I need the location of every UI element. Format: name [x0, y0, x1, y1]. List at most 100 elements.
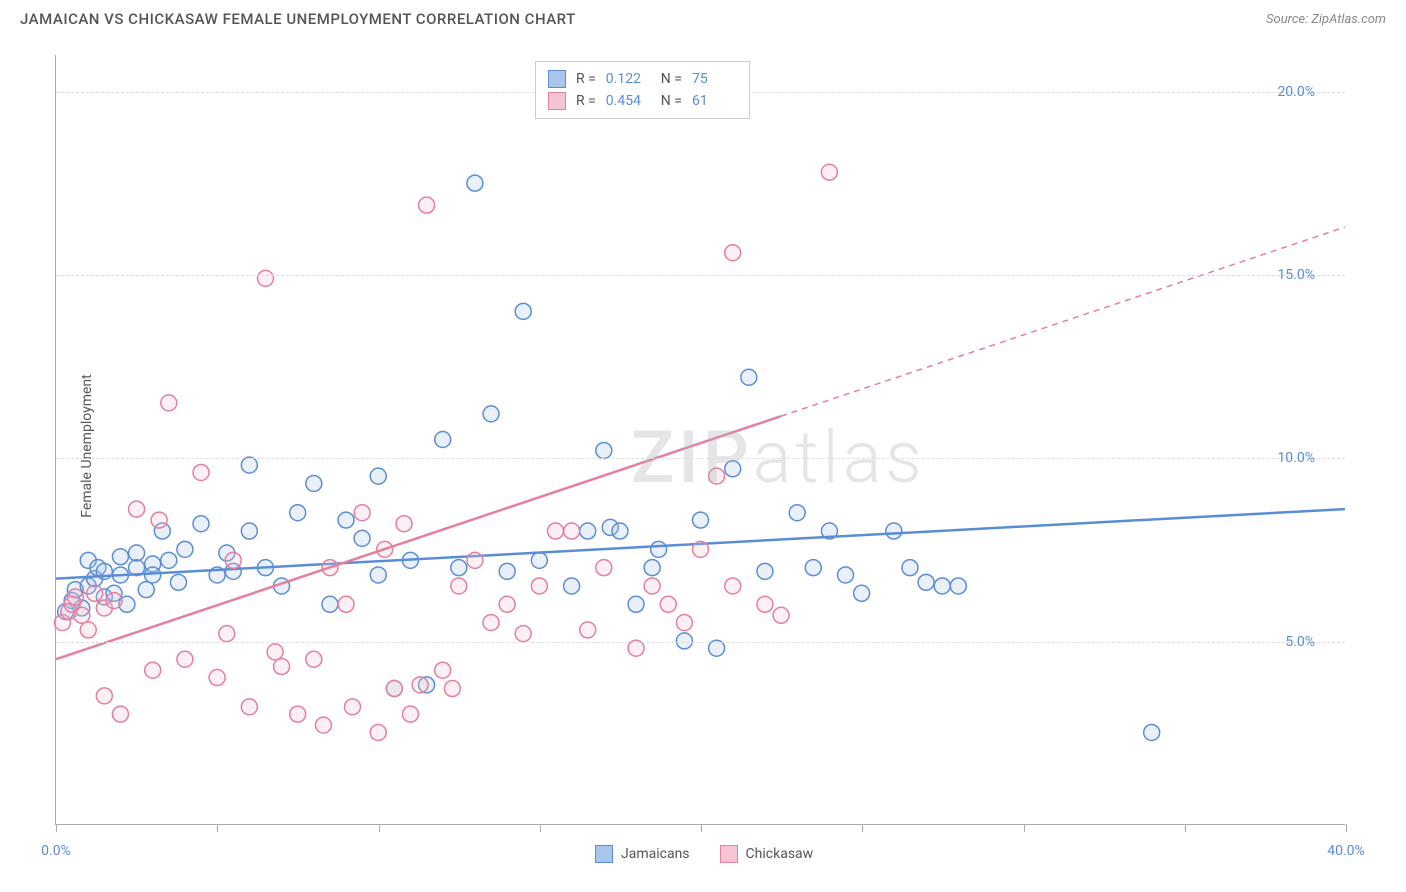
- data-point: [87, 585, 103, 601]
- stat-r-label: R =: [576, 71, 596, 87]
- data-point: [112, 549, 128, 565]
- data-point: [74, 607, 90, 623]
- stat-n-label: N =: [661, 93, 682, 109]
- x-tick: [701, 824, 702, 832]
- x-tick-label: 40.0%: [1327, 843, 1365, 859]
- data-point: [396, 516, 412, 532]
- data-point: [161, 552, 177, 568]
- data-point: [129, 545, 145, 561]
- gridline: [56, 642, 1345, 643]
- data-point: [651, 541, 667, 557]
- data-point: [564, 578, 580, 594]
- x-tick-label: 0.0%: [41, 843, 71, 859]
- data-point: [193, 464, 209, 480]
- stats-row: R =0.454N =61: [548, 90, 737, 112]
- chart-title: JAMAICAN VS CHICKASAW FEMALE UNEMPLOYMEN…: [20, 10, 576, 28]
- data-point: [644, 578, 660, 594]
- data-point: [112, 706, 128, 722]
- data-point: [274, 659, 290, 675]
- stat-r-label: R =: [576, 93, 596, 109]
- data-point: [177, 651, 193, 667]
- data-point: [531, 578, 547, 594]
- data-point: [580, 523, 596, 539]
- data-point: [580, 622, 596, 638]
- data-point: [934, 578, 950, 594]
- data-point: [725, 578, 741, 594]
- data-point: [757, 596, 773, 612]
- x-tick: [1185, 824, 1186, 832]
- data-point: [467, 552, 483, 568]
- data-point: [267, 644, 283, 660]
- data-point: [644, 560, 660, 576]
- data-point: [789, 505, 805, 521]
- stat-n-value: 75: [692, 71, 737, 87]
- y-tick-label: 5.0%: [1285, 634, 1315, 650]
- data-point: [693, 512, 709, 528]
- data-point: [370, 468, 386, 484]
- data-point: [483, 615, 499, 631]
- data-point: [306, 651, 322, 667]
- legend-item: Chickasaw: [720, 845, 814, 863]
- stat-r-value: 0.454: [606, 93, 651, 109]
- stat-n-label: N =: [661, 71, 682, 87]
- trend-line-dashed: [781, 227, 1345, 416]
- x-tick: [56, 824, 57, 832]
- data-point: [241, 523, 257, 539]
- data-point: [596, 442, 612, 458]
- series-swatch: [548, 70, 566, 88]
- x-tick: [217, 824, 218, 832]
- data-point: [1144, 724, 1160, 740]
- data-point: [338, 596, 354, 612]
- x-tick: [1024, 824, 1025, 832]
- gridline: [56, 275, 1345, 276]
- data-point: [322, 596, 338, 612]
- data-point: [96, 688, 112, 704]
- data-point: [306, 475, 322, 491]
- legend-swatch: [595, 845, 613, 863]
- data-point: [257, 270, 273, 286]
- data-point: [515, 626, 531, 642]
- data-point: [483, 406, 499, 422]
- data-point: [709, 468, 725, 484]
- data-point: [170, 574, 186, 590]
- data-point: [676, 615, 692, 631]
- data-point: [129, 501, 145, 517]
- data-point: [773, 607, 789, 623]
- data-point: [80, 622, 96, 638]
- source-attribution: Source: ZipAtlas.com: [1266, 12, 1386, 27]
- data-point: [918, 574, 934, 590]
- data-point: [241, 457, 257, 473]
- data-point: [564, 523, 580, 539]
- data-point: [219, 626, 235, 642]
- data-point: [67, 589, 83, 605]
- legend-label: Chickasaw: [746, 846, 814, 862]
- data-point: [435, 432, 451, 448]
- data-point: [344, 699, 360, 715]
- data-point: [161, 395, 177, 411]
- data-point: [612, 523, 628, 539]
- data-point: [290, 505, 306, 521]
- data-point: [338, 512, 354, 528]
- data-point: [370, 567, 386, 583]
- data-point: [451, 578, 467, 594]
- data-point: [290, 706, 306, 722]
- data-point: [854, 585, 870, 601]
- correlation-stats-box: R =0.122N =75R =0.454N =61: [535, 61, 750, 119]
- x-tick: [862, 824, 863, 832]
- data-point: [451, 560, 467, 576]
- data-point: [138, 582, 154, 598]
- data-point: [145, 567, 161, 583]
- data-point: [370, 724, 386, 740]
- data-point: [515, 303, 531, 319]
- y-tick-label: 15.0%: [1277, 267, 1315, 283]
- data-point: [402, 706, 418, 722]
- x-tick: [540, 824, 541, 832]
- data-point: [628, 596, 644, 612]
- data-point: [177, 541, 193, 557]
- data-point: [354, 530, 370, 546]
- data-point: [106, 593, 122, 609]
- data-point: [444, 681, 460, 697]
- data-point: [725, 461, 741, 477]
- stat-r-value: 0.122: [606, 71, 651, 87]
- data-point: [467, 175, 483, 191]
